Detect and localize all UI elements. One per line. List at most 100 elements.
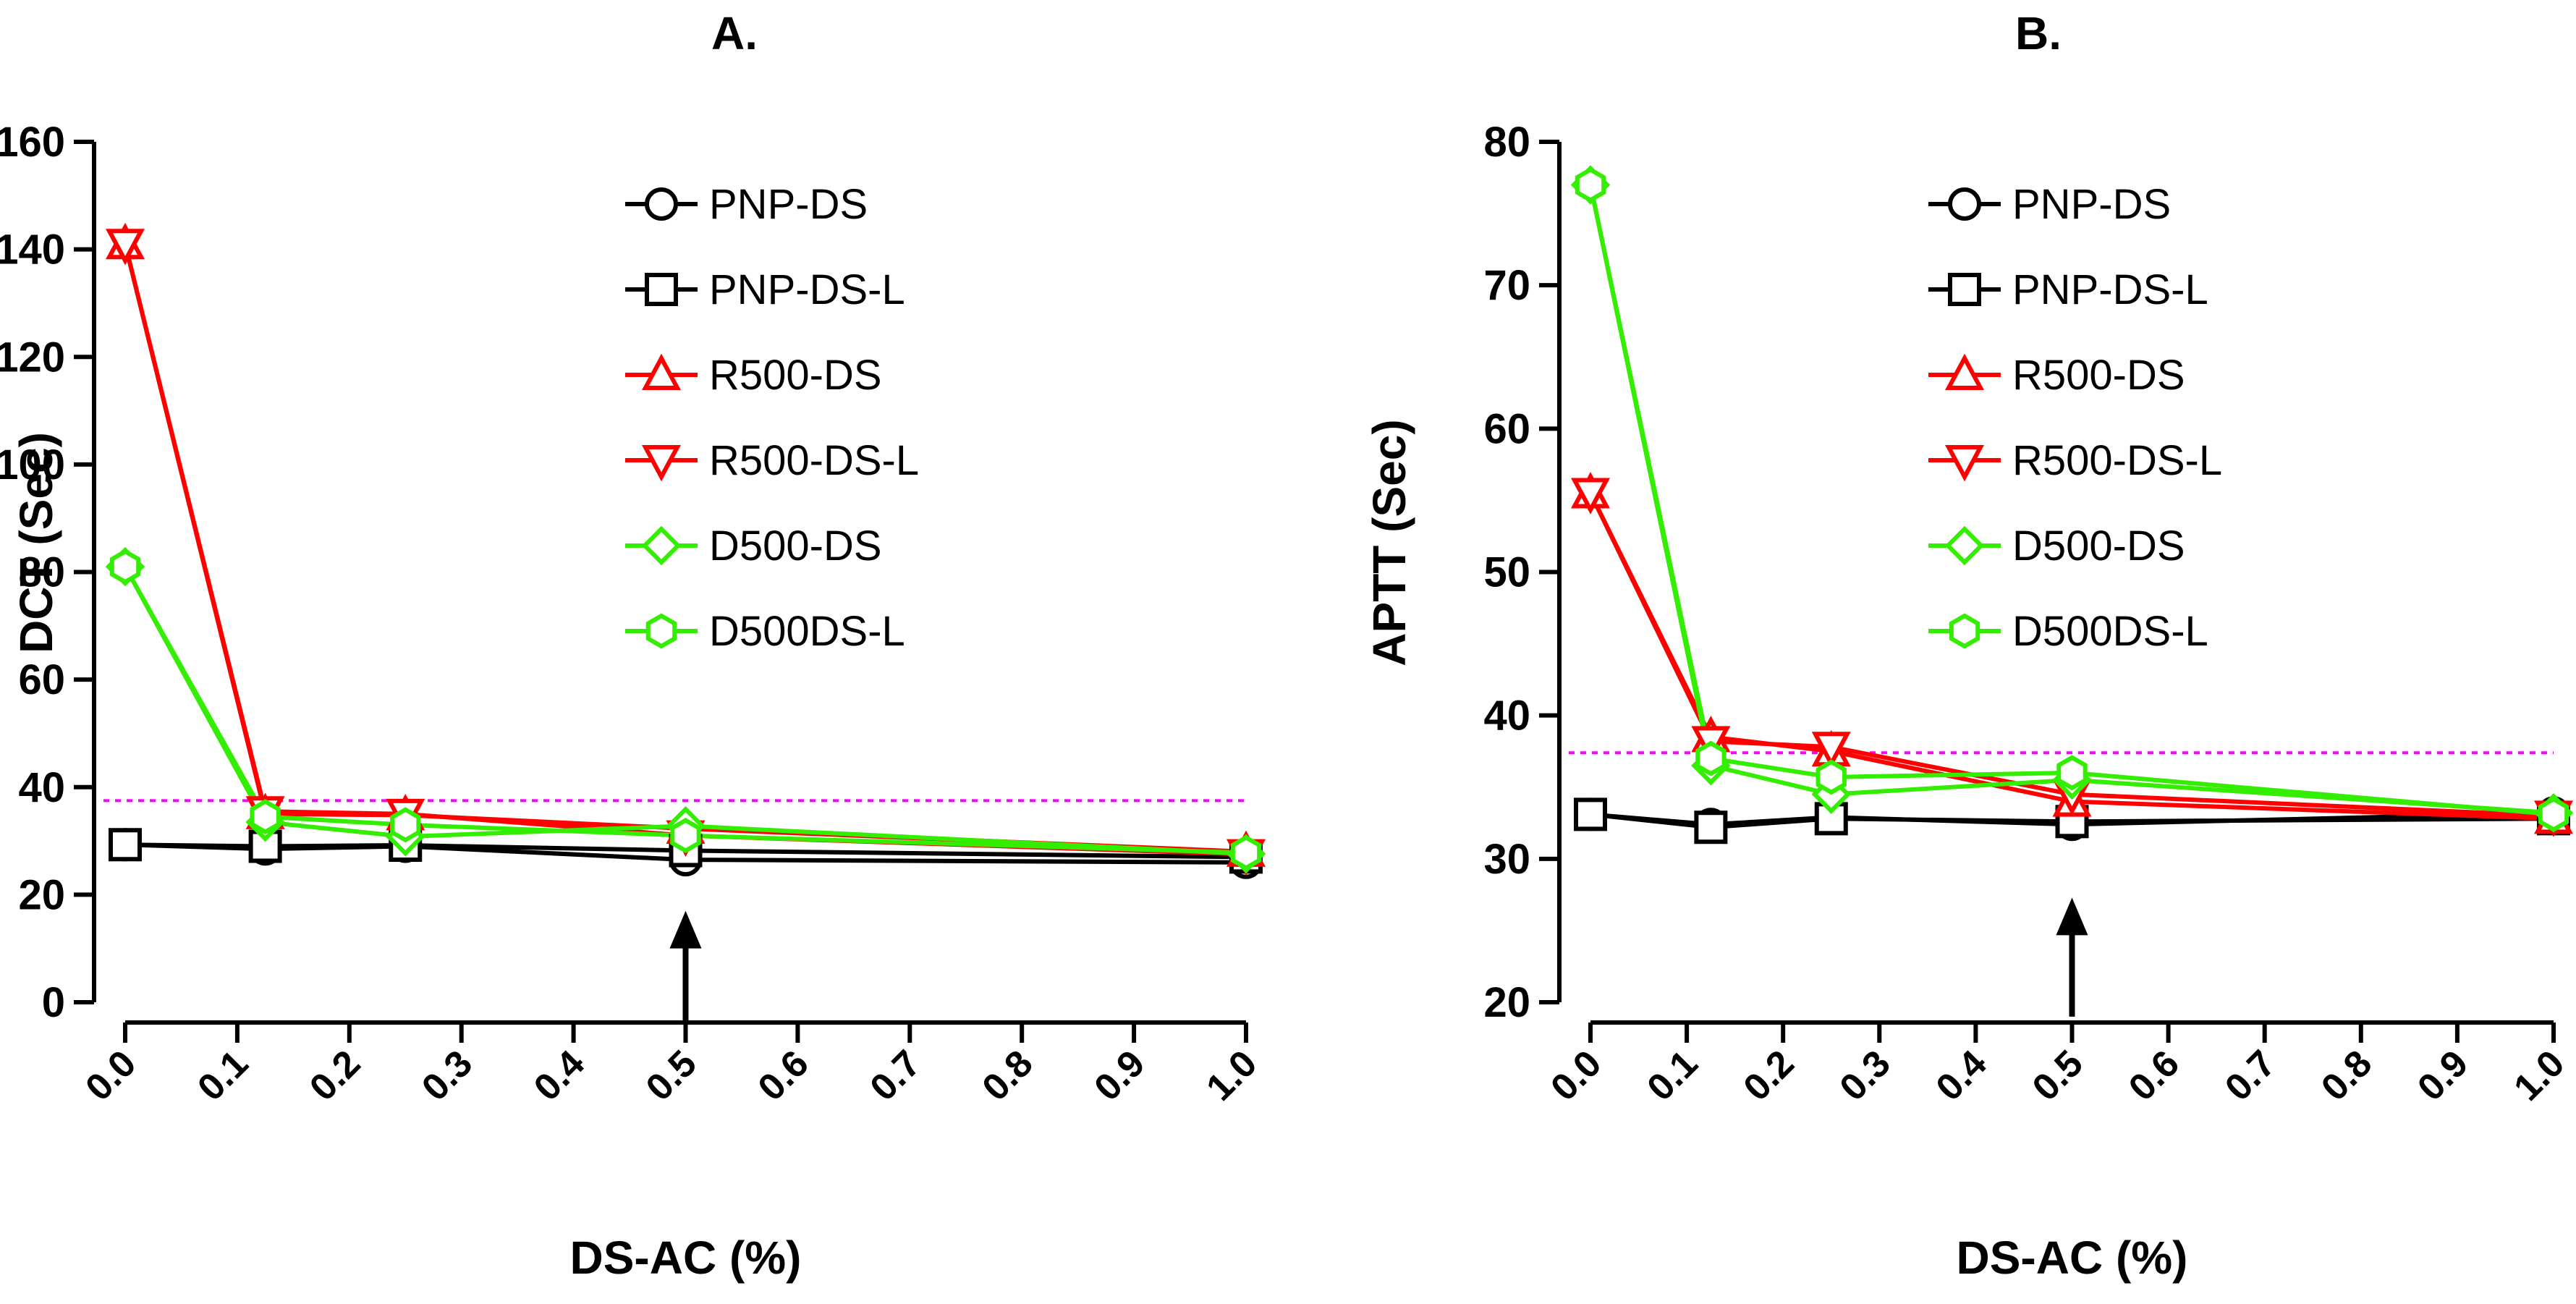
data-point xyxy=(105,229,145,266)
y-tick-label: 0 xyxy=(42,979,65,1026)
legend-swatch-marker xyxy=(641,353,682,390)
data-point xyxy=(1816,759,1847,795)
x-tick-label: 0.3 xyxy=(1832,1042,1899,1109)
legend-label: R500-DS-L xyxy=(2012,437,2222,484)
legend-swatch-marker xyxy=(1944,525,1985,566)
panel-dct: A. 0 20 40 60 80 100 120 140 160 DCT (Sec) 0.0 0.1 0.… xyxy=(0,7,1266,1284)
legend-label: PNP-DS xyxy=(709,181,868,228)
x-tick-label: 0.0 xyxy=(1543,1042,1609,1109)
series-markers-d500ds-l xyxy=(109,549,1262,871)
y-tick-label: 80 xyxy=(18,549,65,596)
x-tick-label: 0.4 xyxy=(526,1042,593,1109)
data-point xyxy=(109,828,142,862)
data-point xyxy=(390,807,421,843)
x-tick-label: 0.2 xyxy=(1736,1042,1802,1109)
x-tick-label: 0.2 xyxy=(302,1042,368,1109)
legend: PNP-DS PNP-DS-L R500-DS R500-DS-L D500-DS D50… xyxy=(625,181,919,655)
y-axis-label: DCT (Sec) xyxy=(10,432,62,653)
legend-label: D500DS-L xyxy=(2012,608,2208,655)
legend-label: PNP-DS xyxy=(2012,181,2171,228)
legend-entry-r500-ds: R500-DS xyxy=(625,352,882,399)
y-tick-label: 30 xyxy=(1483,836,1530,883)
legend-label: D500-DS xyxy=(2012,522,2185,570)
x-tick-label: 0.5 xyxy=(2025,1042,2091,1109)
legend-swatch-marker xyxy=(645,187,678,221)
y-tick-label: 80 xyxy=(1483,119,1530,166)
legend-swatch-marker xyxy=(641,445,682,482)
y-tick-label: 50 xyxy=(1483,549,1530,596)
x-tick-label: 0.7 xyxy=(2217,1042,2284,1109)
x-tick-label: 0.9 xyxy=(1086,1042,1153,1109)
y-tick-label: 40 xyxy=(1483,693,1530,740)
legend-swatch-marker xyxy=(1948,187,1981,221)
x-tick-label: 0.9 xyxy=(2410,1042,2476,1109)
legend-entry-pnp-ds-l: PNP-DS-L xyxy=(1928,266,2208,313)
data-point xyxy=(1811,732,1851,769)
y-tick-label: 60 xyxy=(18,656,65,703)
data-point xyxy=(2538,796,2569,832)
data-point xyxy=(1570,478,1611,515)
y-tick-label: 60 xyxy=(1483,405,1530,452)
legend-entry-pnp-ds: PNP-DS xyxy=(1928,181,2171,228)
arrow-head xyxy=(2056,897,2088,936)
legend-swatch-marker xyxy=(1944,353,1985,390)
legend-swatch-marker xyxy=(1948,273,1981,306)
x-tick-label: 0.8 xyxy=(975,1042,1041,1109)
series-markers-r500-ds-l xyxy=(105,229,1266,876)
y-tick-label: 100 xyxy=(0,441,65,488)
x-axis-label: DS-AC (%) xyxy=(1957,1232,2188,1284)
x-tick-label: 0.1 xyxy=(190,1042,256,1109)
y-tick-label: 160 xyxy=(0,119,65,166)
x-tick-label: 0.4 xyxy=(1928,1042,1995,1109)
y-tick-label: 70 xyxy=(1483,262,1530,309)
data-point xyxy=(2056,755,2088,791)
legend-swatch-marker xyxy=(1944,445,1985,482)
data-point xyxy=(1694,810,1728,844)
y-tick-label: 140 xyxy=(0,226,65,274)
x-tick-label: 0.3 xyxy=(414,1042,480,1109)
data-point xyxy=(670,818,701,854)
legend-label: D500DS-L xyxy=(709,608,905,655)
legend-swatch-marker xyxy=(1949,613,1980,649)
legend-entry-d500ds-l: D500DS-L xyxy=(625,608,905,655)
y-tick-label: 20 xyxy=(18,871,65,918)
data-point xyxy=(1230,834,1262,871)
series-line-r500-ds-l xyxy=(123,243,1247,857)
panel-aptt: B. 20 30 40 50 60 70 80 APTT (Sec) 0.0 0.1 0.2 0.3 0.… xyxy=(1363,7,2574,1284)
legend-entry-d500ds-l: D500DS-L xyxy=(1928,608,2208,655)
legend-label: R500-DS-L xyxy=(709,437,919,484)
legend-entry-d500-ds: D500-DS xyxy=(625,522,882,570)
data-point xyxy=(250,799,281,835)
legend-label: PNP-DS-L xyxy=(709,266,905,313)
legend-entry-r500-ds-l: R500-DS-L xyxy=(625,437,919,484)
legend-label: R500-DS xyxy=(2012,352,2185,399)
x-tick-label: 0.0 xyxy=(77,1042,144,1109)
panel-title: B. xyxy=(2015,7,2062,59)
panel-title: A. xyxy=(711,7,758,59)
legend-label: R500-DS xyxy=(709,352,882,399)
y-tick-label: 40 xyxy=(18,764,65,811)
series-line-r500-ds xyxy=(123,243,1247,854)
x-axis-label: DS-AC (%) xyxy=(570,1232,802,1284)
legend-swatch-marker xyxy=(645,273,678,306)
x-tick-label: 0.6 xyxy=(2121,1042,2187,1109)
legend-entry-pnp-ds: PNP-DS xyxy=(625,181,868,228)
legend: PNP-DS PNP-DS-L R500-DS R500-DS-L D500-DS D50… xyxy=(1928,181,2222,655)
x-tick-label: 0.5 xyxy=(638,1042,705,1109)
data-point xyxy=(1695,740,1726,776)
x-tick-label: 1.0 xyxy=(2506,1042,2572,1109)
legend-entry-d500-ds: D500-DS xyxy=(1928,522,2185,570)
data-point xyxy=(1574,797,1607,831)
arrow-head xyxy=(669,910,702,949)
legend-label: D500-DS xyxy=(709,522,882,570)
x-tick-label: 0.1 xyxy=(1639,1042,1706,1109)
x-tick-label: 1.0 xyxy=(1198,1042,1265,1109)
legend-swatch-marker xyxy=(645,613,677,649)
series-markers-d500ds-l xyxy=(1575,167,2569,832)
data-point xyxy=(1575,167,1606,203)
y-axis-label: APTT (Sec) xyxy=(1363,419,1415,666)
legend-entry-r500-ds: R500-DS xyxy=(1928,352,2185,399)
legend-swatch-marker xyxy=(641,525,682,566)
